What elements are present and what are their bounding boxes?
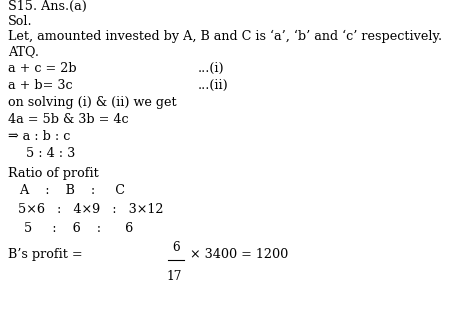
Text: ATQ.: ATQ. — [8, 45, 39, 58]
Text: Let, amounted invested by A, B and C is ‘a’, ‘b’ and ‘c’ respectively.: Let, amounted invested by A, B and C is … — [8, 30, 441, 43]
Text: 5×6   :   4×9   :   3×12: 5×6 : 4×9 : 3×12 — [10, 203, 163, 216]
Text: ⇒ a : b : c: ⇒ a : b : c — [8, 130, 70, 143]
Text: 4a = 5b & 3b = 4c: 4a = 5b & 3b = 4c — [8, 113, 129, 126]
Text: a + c = 2b: a + c = 2b — [8, 62, 77, 75]
Text: ...(ii): ...(ii) — [198, 79, 228, 92]
Text: on solving (i) & (ii) we get: on solving (i) & (ii) we get — [8, 96, 176, 109]
Text: B’s profit =: B’s profit = — [8, 248, 87, 261]
Text: 5     :    6    :      6: 5 : 6 : 6 — [12, 222, 133, 235]
Text: 5 : 4 : 3: 5 : 4 : 3 — [14, 147, 75, 160]
Text: a + b= 3c: a + b= 3c — [8, 79, 73, 92]
Text: Ratio of profit: Ratio of profit — [8, 167, 98, 180]
Text: 17: 17 — [166, 270, 181, 283]
Text: 6: 6 — [172, 241, 179, 254]
Text: × 3400 = 1200: × 3400 = 1200 — [189, 248, 288, 261]
Text: ...(i): ...(i) — [198, 62, 224, 75]
Text: A    :    B    :     C: A : B : C — [12, 184, 125, 197]
Text: Sol.: Sol. — [8, 15, 32, 28]
Text: S15. Ans.(a): S15. Ans.(a) — [8, 0, 87, 13]
